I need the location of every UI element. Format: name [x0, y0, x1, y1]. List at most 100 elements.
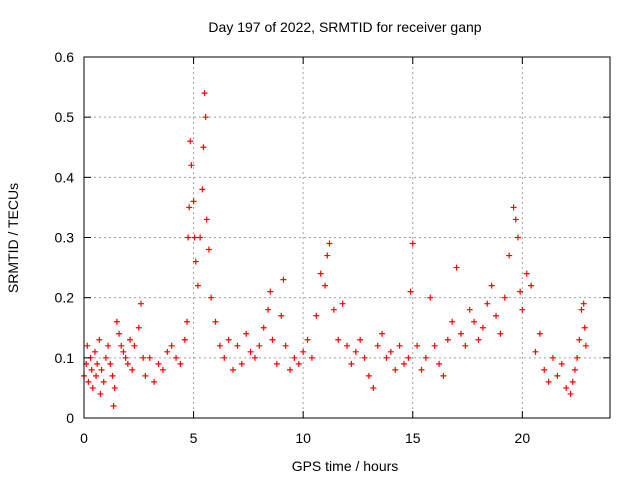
data-point — [488, 282, 495, 289]
data-point — [506, 252, 513, 259]
data-point — [471, 318, 478, 325]
data-point — [545, 378, 552, 385]
data-point — [370, 384, 377, 391]
data-point — [365, 372, 372, 379]
data-point — [497, 330, 504, 337]
data-point — [273, 360, 280, 367]
data-point — [151, 378, 158, 385]
data-point — [444, 336, 451, 343]
data-point — [191, 234, 198, 241]
data-point — [431, 342, 438, 349]
data-point — [238, 360, 245, 367]
data-point — [208, 294, 215, 301]
data-point — [484, 300, 491, 307]
data-point — [387, 348, 394, 355]
data-point — [493, 312, 500, 319]
data-point — [517, 288, 524, 295]
data-point — [200, 144, 207, 151]
data-point — [269, 336, 276, 343]
data-point — [466, 306, 473, 313]
data-point — [558, 360, 565, 367]
data-point — [348, 360, 355, 367]
data-point — [335, 336, 342, 343]
data-point — [124, 360, 131, 367]
data-point — [201, 90, 208, 97]
data-point — [392, 366, 399, 373]
data-point — [295, 360, 302, 367]
y-tick-label: 0.5 — [55, 109, 75, 125]
data-point — [374, 342, 381, 349]
data-point — [536, 330, 543, 337]
data-point — [212, 318, 219, 325]
data-point — [192, 258, 199, 265]
data-point — [225, 336, 232, 343]
data-point — [234, 342, 241, 349]
data-point — [109, 372, 116, 379]
data-point — [194, 282, 201, 289]
data-point — [120, 348, 127, 355]
data-point — [308, 354, 315, 361]
data-point — [256, 342, 263, 349]
data-point — [396, 342, 403, 349]
x-tick-label: 20 — [515, 430, 531, 446]
data-point — [247, 348, 254, 355]
data-point — [111, 384, 118, 391]
data-point — [100, 378, 107, 385]
data-point — [330, 306, 337, 313]
x-tick-label: 5 — [190, 430, 198, 446]
data-point — [462, 342, 469, 349]
x-axis-label: GPS time / hours — [292, 458, 399, 474]
data-point — [181, 336, 188, 343]
data-point — [436, 360, 443, 367]
data-point — [287, 366, 294, 373]
data-point — [185, 234, 192, 241]
data-point — [116, 330, 123, 337]
data-point — [554, 372, 561, 379]
data-point — [501, 294, 508, 301]
data-point — [400, 360, 407, 367]
data-point — [567, 390, 574, 397]
data-point — [168, 342, 175, 349]
data-point — [190, 198, 197, 205]
data-point — [265, 306, 272, 313]
data-point — [282, 342, 289, 349]
data-points — [81, 90, 589, 409]
data-point — [519, 306, 526, 313]
data-point — [344, 342, 350, 349]
data-point — [512, 216, 519, 223]
data-point — [422, 354, 429, 361]
data-point — [94, 360, 101, 367]
data-point — [84, 342, 91, 349]
data-point — [339, 300, 346, 307]
data-point — [85, 378, 92, 385]
data-point — [357, 336, 364, 343]
data-point — [173, 354, 180, 361]
data-point — [164, 348, 171, 355]
data-point — [550, 354, 557, 361]
data-point — [414, 342, 421, 349]
y-tick-label: 0.3 — [55, 230, 75, 246]
axes: 0 0.1 0.2 0.3 0.4 0.5 0.6 0 5 10 15 20 — [55, 49, 610, 446]
data-point — [407, 288, 414, 295]
data-point — [184, 318, 191, 325]
data-point — [457, 330, 464, 337]
data-point — [280, 276, 287, 283]
data-point — [97, 390, 104, 397]
data-point — [137, 300, 144, 307]
data-point — [409, 240, 416, 247]
data-point — [578, 306, 585, 313]
data-point — [88, 366, 95, 373]
data-point — [582, 342, 589, 349]
data-point — [418, 366, 425, 373]
y-tick-label: 0.4 — [55, 169, 75, 185]
data-point — [324, 252, 331, 259]
data-point — [187, 138, 194, 145]
data-point — [580, 300, 587, 307]
data-point — [514, 234, 521, 241]
y-axis-label: SRMTID / TECUs — [5, 183, 21, 293]
data-point — [102, 354, 109, 361]
data-point — [260, 324, 267, 331]
data-point — [140, 354, 147, 361]
data-point — [98, 366, 105, 373]
